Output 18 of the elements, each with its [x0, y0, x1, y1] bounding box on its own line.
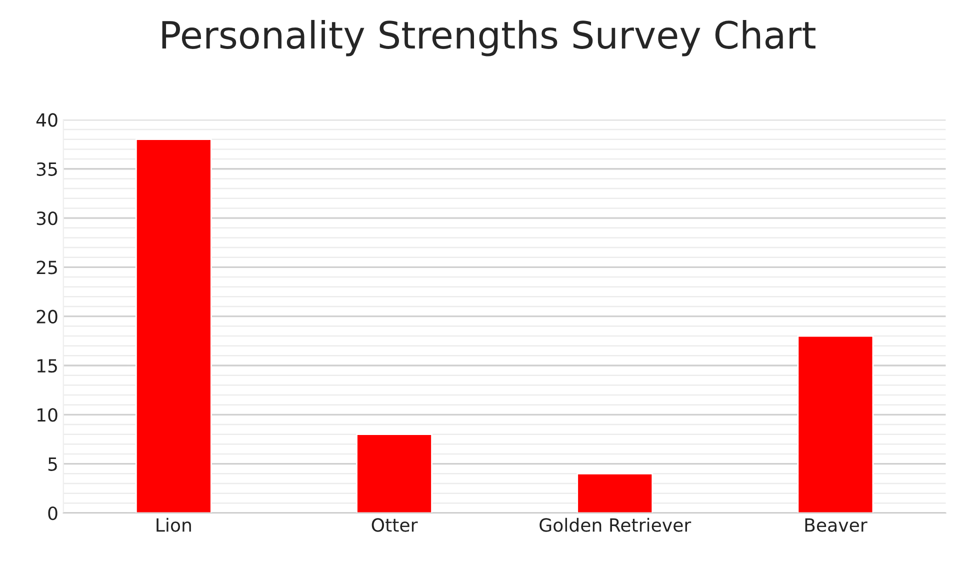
x-tick-label: Golden Retriever — [540, 518, 692, 532]
chart-title: Personality Strengths Survey Chart — [162, 20, 816, 56]
y-tick-label: 5 — [48, 458, 57, 471]
y-tick-label: 20 — [36, 310, 58, 324]
bar — [576, 472, 654, 513]
y-tick-label: 30 — [36, 211, 58, 226]
bar — [356, 434, 432, 513]
y-tick-label: 15 — [38, 359, 57, 373]
y-tick-label: 25 — [36, 260, 57, 274]
x-tick-label: Lion — [156, 518, 191, 532]
y-tick-label: 35 — [36, 162, 57, 176]
y-tick-label: 0 — [48, 506, 58, 520]
bar — [135, 138, 212, 513]
x-tick-label: Otter — [372, 518, 418, 532]
bar — [797, 335, 874, 513]
y-tick-label: 10 — [38, 408, 58, 422]
x-tick-label: Beaver — [805, 518, 868, 532]
y-tick-label: 40 — [36, 113, 58, 127]
